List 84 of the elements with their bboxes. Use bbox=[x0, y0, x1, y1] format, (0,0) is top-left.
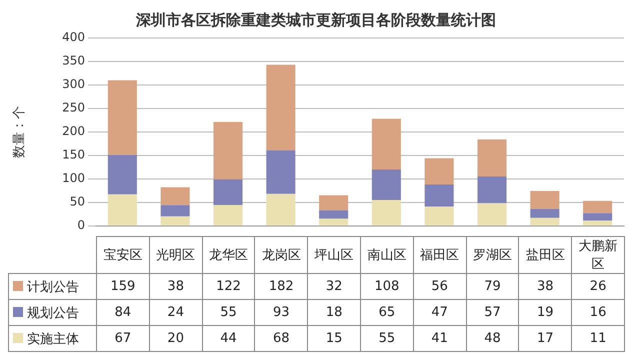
bar bbox=[213, 122, 243, 180]
x-tick-label: 宝安区 bbox=[96, 236, 150, 274]
x-tick-label: 南山区 bbox=[360, 236, 414, 274]
data-label: 68 bbox=[254, 326, 308, 352]
bar bbox=[108, 154, 137, 194]
bar bbox=[424, 184, 454, 207]
bar bbox=[319, 210, 348, 219]
data-label: 93 bbox=[254, 300, 308, 326]
bar bbox=[319, 218, 348, 226]
y-axis-title: 数量：个 bbox=[12, 106, 28, 158]
x-tick-label: 龙岗区 bbox=[254, 236, 308, 274]
bar bbox=[424, 158, 454, 184]
data-label: 47 bbox=[413, 300, 466, 326]
data-label: 159 bbox=[96, 274, 150, 300]
x-tick-label: 龙华区 bbox=[202, 236, 255, 274]
bar bbox=[266, 64, 296, 150]
bar bbox=[372, 200, 401, 226]
data-label: 32 bbox=[308, 274, 360, 300]
data-label: 84 bbox=[96, 300, 150, 326]
y-tick-label: 400 bbox=[62, 30, 85, 44]
data-label: 24 bbox=[149, 300, 202, 326]
bar bbox=[583, 213, 612, 221]
legend-label: 实施主体 bbox=[8, 326, 96, 352]
data-label: 18 bbox=[308, 300, 360, 326]
data-label: 79 bbox=[466, 274, 519, 300]
data-label: 20 bbox=[149, 326, 202, 352]
bar bbox=[530, 208, 560, 218]
y-tick-label: 0 bbox=[77, 218, 85, 232]
y-tick-label: 300 bbox=[62, 77, 85, 92]
bar bbox=[372, 169, 401, 200]
bar bbox=[213, 179, 243, 206]
bar bbox=[266, 194, 296, 226]
bar bbox=[477, 176, 507, 204]
legend-label: 规划公告 bbox=[8, 300, 96, 326]
bar bbox=[583, 200, 612, 214]
x-tick-label: 大鹏新区 bbox=[572, 236, 624, 274]
x-tick-label: 罗湖区 bbox=[466, 236, 519, 274]
bar bbox=[160, 216, 190, 226]
data-label: 38 bbox=[518, 274, 572, 300]
bar bbox=[213, 205, 243, 226]
bar bbox=[530, 191, 560, 209]
x-tick-label: 坪山区 bbox=[308, 236, 360, 274]
bar bbox=[372, 118, 401, 170]
bar bbox=[108, 194, 137, 226]
chart-title: 深圳市各区拆除重建类城市更新项目各阶段数量统计图 bbox=[135, 10, 496, 29]
data-label: 65 bbox=[360, 300, 414, 326]
data-label: 57 bbox=[466, 300, 519, 326]
bar bbox=[477, 139, 507, 177]
data-label: 17 bbox=[518, 326, 572, 352]
bar bbox=[108, 80, 137, 155]
x-tick-label: 盐田区 bbox=[518, 236, 572, 274]
bar bbox=[266, 150, 296, 194]
data-label: 38 bbox=[149, 274, 202, 300]
data-label: 19 bbox=[518, 300, 572, 326]
bar bbox=[319, 195, 348, 210]
data-label: 108 bbox=[360, 274, 414, 300]
bar bbox=[424, 206, 454, 226]
data-label: 11 bbox=[572, 326, 624, 352]
data-label: 55 bbox=[202, 300, 255, 326]
y-tick-label: 50 bbox=[70, 194, 85, 208]
data-label: 15 bbox=[308, 326, 360, 352]
legend-label: 计划公告 bbox=[8, 274, 96, 300]
y-tick-label: 150 bbox=[62, 148, 85, 162]
bar bbox=[160, 205, 190, 216]
y-tick-label: 250 bbox=[62, 100, 85, 115]
bar bbox=[160, 187, 190, 206]
data-label: 16 bbox=[572, 300, 624, 326]
data-label: 26 bbox=[572, 274, 624, 300]
data-label: 41 bbox=[413, 326, 466, 352]
data-label: 55 bbox=[360, 326, 414, 352]
y-tick-label: 200 bbox=[62, 124, 85, 138]
data-label: 44 bbox=[202, 326, 255, 352]
data-label: 67 bbox=[96, 326, 150, 352]
data-label: 56 bbox=[413, 274, 466, 300]
y-tick-label: 350 bbox=[62, 54, 85, 68]
data-label: 122 bbox=[202, 274, 255, 300]
bar bbox=[530, 218, 560, 226]
data-label: 48 bbox=[466, 326, 519, 352]
y-tick-label: 100 bbox=[62, 170, 85, 185]
bar bbox=[477, 203, 507, 226]
bar bbox=[583, 220, 612, 226]
x-tick-label: 光明区 bbox=[149, 236, 202, 274]
data-label: 182 bbox=[254, 274, 308, 300]
x-tick-label: 福田区 bbox=[413, 236, 466, 274]
